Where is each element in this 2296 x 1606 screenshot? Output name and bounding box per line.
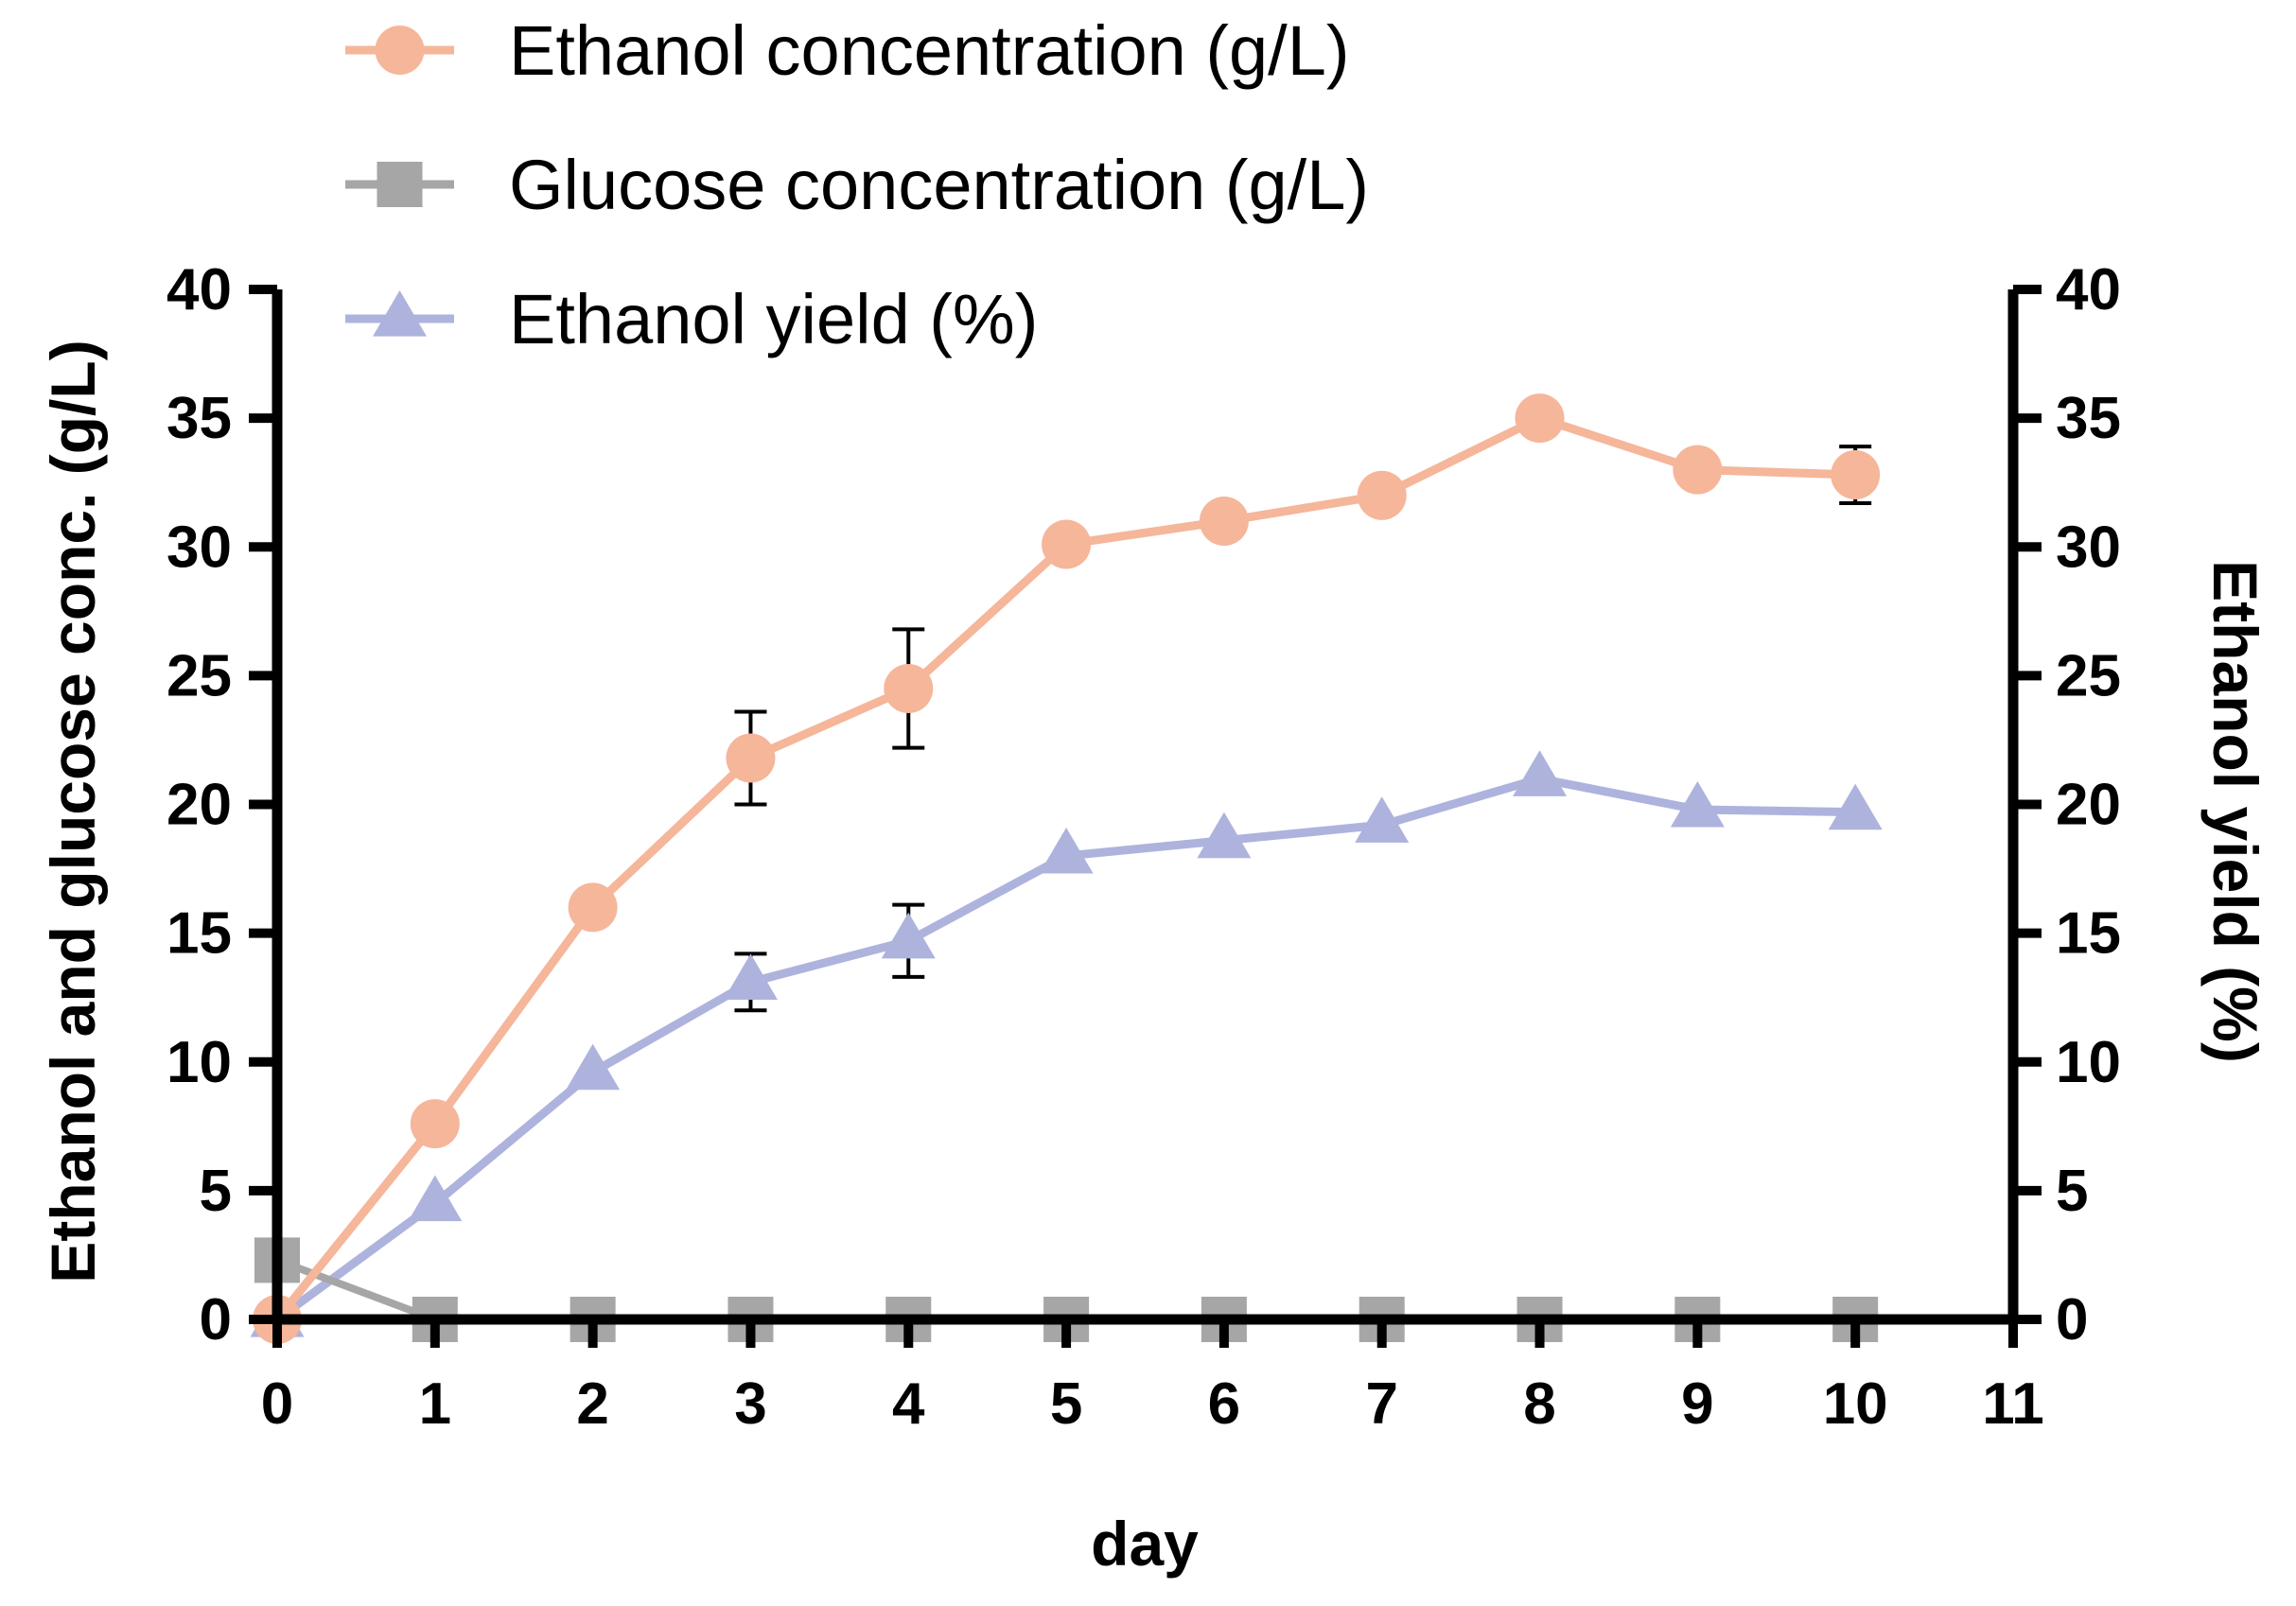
y-left-tick-label: 25 [167,643,232,708]
x-tick-label: 3 [734,1371,766,1437]
series-ethanol-concentration [253,393,1881,1344]
y-right-tick-label: 20 [2056,773,2121,838]
y-left-tick-label: 0 [200,1287,232,1353]
data-point-ethanol-concentration [410,1099,460,1149]
x-tick-label: 1 [419,1371,451,1437]
legend-item-ethanol-concentration: Ethanol concentration (g/L) [345,11,1350,90]
legend-label-ethanol-concentration: Ethanol concentration (g/L) [509,11,1350,90]
y-right-tick-label: 25 [2056,643,2121,708]
axes: 0 5 10 15 20 25 30 35 40 0 5 10 15 20 25 30 35 40 0 1 2 3 4 5 6 7… [167,257,2121,1437]
x-axis-title: day [1091,1509,1199,1579]
y-right-tick-label: 10 [2056,1030,2121,1095]
x-tick-label: 11 [1982,1371,2044,1437]
y-axis-right-title: Ethanol yield (%) [2200,560,2270,1063]
data-point-ethanol-concentration [884,663,934,713]
legend-marker-glucose-concentration [377,162,423,207]
data-point-ethanol-concentration [568,882,618,933]
x-tick-label: 4 [892,1371,925,1437]
x-tick-label: 8 [1523,1371,1555,1437]
data-point-ethanol-concentration [1673,445,1723,495]
data-point-ethanol-concentration [1357,470,1407,520]
y-right-tick-label: 0 [2056,1287,2088,1353]
data-point-ethanol-yield [1828,783,1883,830]
legend-label-ethanol-yield: Ethanol yield (%) [509,280,1038,358]
y-left-tick-label: 5 [200,1159,232,1224]
data-point-ethanol-concentration [1831,450,1881,500]
data-point-ethanol-yield [881,912,936,959]
x-tick-label: 9 [1681,1371,1713,1437]
y-right-tick-label: 30 [2056,515,2121,580]
y-right-tick-label: 5 [2056,1159,2088,1224]
y-left-tick-label: 10 [167,1030,232,1095]
data-point-ethanol-yield [1197,812,1252,859]
x-tick-label: 7 [1365,1371,1397,1437]
data-point-ethanol-yield [1355,796,1410,843]
data-point-ethanol-concentration [1199,497,1249,547]
data-point-ethanol-yield [1039,827,1094,874]
data-point-ethanol-yield [408,1175,463,1222]
data-point-ethanol-concentration [726,733,776,783]
y-left-tick-label: 40 [167,257,232,323]
y-right-tick-label: 15 [2056,901,2121,967]
y-right-tick-label: 40 [2056,257,2121,323]
data-point-ethanol-yield [723,953,778,1000]
x-tick-label: 6 [1208,1371,1240,1437]
legend-marker-ethanol-concentration [375,26,425,75]
data-point-ethanol-yield [1513,750,1568,796]
y-left-tick-label: 35 [167,386,232,451]
y-right-tick-label: 35 [2056,386,2121,451]
x-tick-label: 10 [1823,1371,1888,1437]
legend-item-glucose-concentration: Glucose concentration (g/L) [345,146,1369,224]
x-tick-label: 5 [1050,1371,1082,1437]
data-point-ethanol-yield [566,1043,621,1091]
y-left-tick-label: 15 [167,901,232,967]
plot-series [250,393,1883,1344]
legend-marker-ethanol-yield [373,290,427,337]
y-axis-left-title: Ethanol and glucose conc. (g/L) [38,340,108,1283]
data-point-ethanol-yield [1670,780,1725,828]
data-point-ethanol-concentration [1042,519,1092,569]
x-tick-label: 0 [261,1371,293,1437]
y-left-tick-label: 30 [167,515,232,580]
legend: Ethanol concentration (g/L) Glucose conce… [345,11,1369,358]
legend-label-glucose-concentration: Glucose concentration (g/L) [509,146,1369,224]
data-point-ethanol-concentration [1515,393,1565,444]
legend-item-ethanol-yield: Ethanol yield (%) [345,280,1038,358]
x-tick-label: 2 [576,1371,608,1437]
y-left-tick-label: 20 [167,773,232,838]
